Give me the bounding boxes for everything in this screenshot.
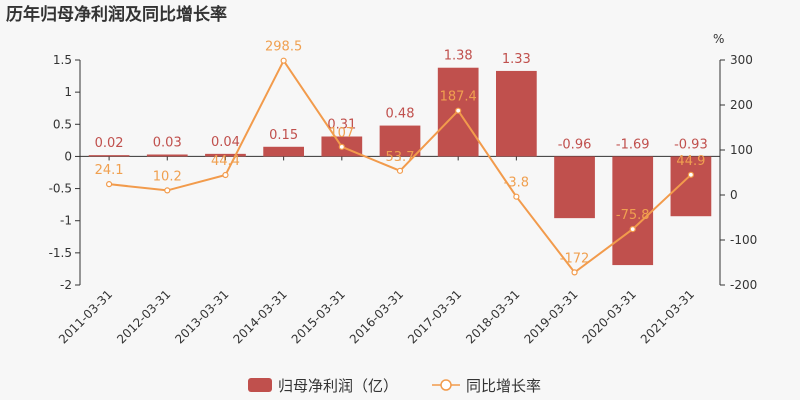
right-axis-tick-label: -100 [730, 233, 757, 247]
bar-value-label: -1.69 [616, 137, 650, 152]
bar-series [88, 67, 712, 266]
left-axis-tick-label: 0 [64, 149, 72, 163]
x-axis-tick-label: 2021-03-31 [638, 287, 697, 346]
line-point [222, 171, 229, 179]
bar-value-label: 1.38 [444, 49, 473, 64]
line-value-label: 53.7 [386, 150, 415, 165]
growth-rate-line [108, 58, 692, 274]
bar [146, 154, 188, 157]
line-series [105, 57, 695, 276]
left-axis-tick-label: -0.5 [49, 182, 72, 196]
bar [263, 146, 304, 157]
x-axis-tick-label: 2012-03-31 [114, 287, 173, 346]
x-axis-tick-label: 2011-03-31 [56, 287, 115, 346]
bar-value-label: 1.33 [502, 52, 531, 67]
right-axis-tick-label: 200 [730, 98, 753, 112]
line-value-label: 187.4 [440, 90, 477, 105]
line-point [513, 193, 520, 200]
bar [379, 125, 421, 157]
line-value-label: 10.2 [153, 169, 182, 184]
bar [88, 155, 130, 157]
left-axis-tick-label: -1.5 [49, 246, 72, 260]
right-axis-tick-label: 300 [730, 53, 753, 67]
legend-bar-label: 归母净利润（亿） [278, 377, 398, 395]
line-value-label: -75.8 [616, 208, 650, 223]
line-point [571, 269, 578, 276]
line-value-label: 298.5 [265, 40, 302, 55]
legend-line-label: 同比增长率 [466, 377, 541, 395]
bar-value-label: -0.96 [558, 137, 592, 152]
line-point [280, 57, 287, 64]
line-value-label: 24.1 [95, 163, 124, 178]
line-point [687, 171, 695, 178]
x-axis-tick-label: 2019-03-31 [521, 287, 580, 346]
bar [612, 156, 654, 266]
right-axis-tick-label: -200 [730, 278, 757, 292]
right-axis-tick-label: 0 [730, 188, 738, 202]
legend-bar-swatch [248, 378, 272, 392]
bar-value-label: 0.04 [211, 135, 240, 150]
line-point [396, 167, 404, 174]
x-axis-tick-label: 2014-03-31 [231, 287, 290, 346]
bar-value-label: 0.15 [269, 128, 298, 143]
chart-title: 历年归母净利润及同比增长率 [6, 4, 227, 25]
line-point [455, 107, 462, 114]
bar [205, 153, 246, 157]
left-axis-tick-label: 0.5 [53, 117, 72, 131]
line-value-label: 44.9 [676, 154, 705, 169]
line-point [105, 181, 113, 188]
left-axis-tick-label: 1 [64, 85, 72, 99]
right-axis-unit: % [713, 32, 724, 46]
x-axis-tick-label: 2018-03-31 [463, 287, 522, 346]
left-axis-tick-label: 1.5 [53, 53, 72, 67]
bar-value-label: 0.31 [327, 118, 356, 133]
data-labels: 0.02 0.03 0.04 0.15 0.31 0.48 1.38 1.33 -0.96 -1.… [95, 40, 708, 267]
left-axis-tick-label: -1 [60, 214, 72, 228]
line-point [629, 226, 636, 233]
x-axis-tick-label: 2016-03-31 [347, 287, 406, 346]
line-value-label: -172 [560, 251, 590, 266]
x-axis-tick-label: 2015-03-31 [289, 287, 348, 346]
bar-value-label: 0.48 [386, 107, 415, 122]
x-axis-tick-label: 2013-03-31 [172, 287, 231, 346]
left-axis-tick-label: -2 [60, 278, 72, 292]
bar [496, 70, 537, 157]
legend[interactable]: 归母净利润（亿） 同比增长率 [248, 377, 541, 395]
x-axis-tick-label: 2020-03-31 [580, 287, 639, 346]
bar-value-label: -0.93 [674, 137, 708, 152]
right-axis-tick-label: 100 [730, 143, 753, 157]
line-value-label: -3.8 [504, 176, 529, 191]
x-axis-tick-label: 2017-03-31 [405, 287, 464, 346]
bar-value-label: 0.02 [95, 136, 124, 151]
line-value-label: 44.4 [211, 154, 240, 169]
bar [554, 156, 595, 219]
line-point [338, 143, 345, 150]
line-point [164, 187, 171, 194]
bar-value-label: 0.03 [153, 136, 182, 151]
line-value-label: 107 [329, 126, 354, 141]
legend-line-marker [440, 379, 452, 391]
